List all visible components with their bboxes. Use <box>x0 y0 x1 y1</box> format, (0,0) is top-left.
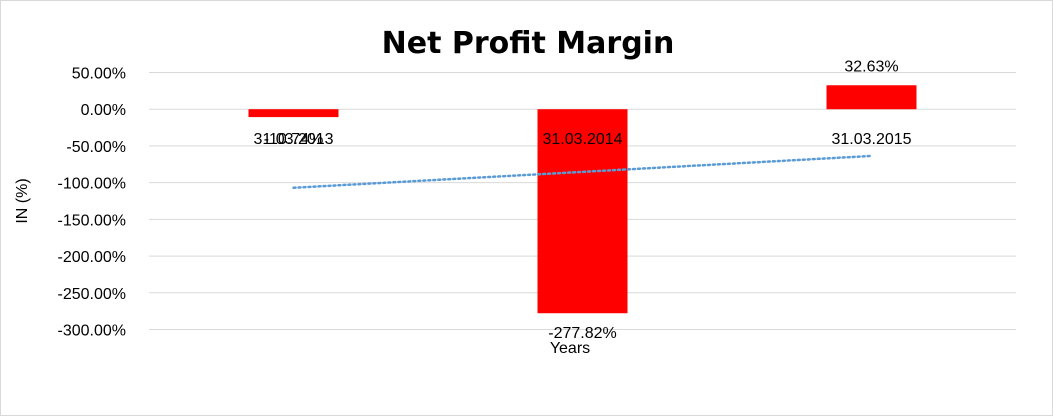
y-tick-label: -250.00% <box>58 286 127 303</box>
category-label: 31.03.2015 <box>831 131 911 148</box>
category-labels: 31.03.2013 31.03.2014 31.03.2015 <box>253 131 911 148</box>
trendline <box>292 154 873 190</box>
y-tick-label: -100.00% <box>58 176 127 193</box>
y-tick-label: 50.00% <box>72 66 126 83</box>
y-tick-label: -300.00% <box>58 323 127 340</box>
y-tick-label: 0.00% <box>81 102 126 119</box>
y-tick-label: -50.00% <box>66 139 126 156</box>
x-axis-label: Years <box>550 340 590 357</box>
bars <box>248 85 917 314</box>
category-label: 31.03.2014 <box>542 131 622 148</box>
chart-title: Net Profit Margin <box>382 26 675 61</box>
y-tick-label: -200.00% <box>58 249 127 266</box>
category-label: 31.03.2013 <box>253 131 333 148</box>
bar <box>248 109 339 118</box>
y-axis-ticks: 50.00% 0.00% -50.00% -100.00% -150.00% -200.0… <box>58 66 127 340</box>
data-label: -10.74% <box>264 131 324 148</box>
trendline-group <box>292 154 873 190</box>
bar <box>826 85 917 110</box>
data-label: -277.82% <box>548 325 617 342</box>
y-axis-label: IN (%) <box>14 178 31 223</box>
y-tick-label: -150.00% <box>58 212 127 229</box>
bar <box>537 109 628 314</box>
data-labels: -10.74% -277.82% 32.63% <box>264 58 899 342</box>
data-label: 32.63% <box>844 58 898 75</box>
